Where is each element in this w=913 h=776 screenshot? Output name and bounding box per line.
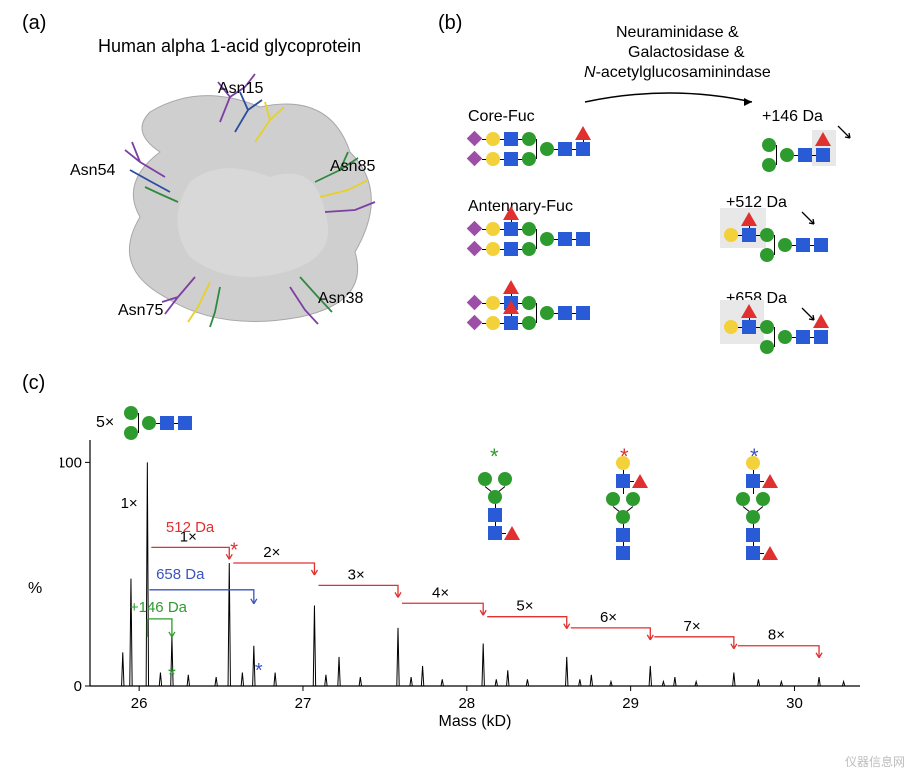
enzymes-line2: Galactosidase & <box>628 44 745 62</box>
svg-text:27: 27 <box>295 695 312 712</box>
svg-text:6×: 6× <box>600 609 617 626</box>
asn75-label: Asn75 <box>118 302 163 320</box>
panel-b-label: (b) <box>438 12 462 35</box>
svg-text:Mass (kD): Mass (kD) <box>439 713 512 730</box>
svg-text:7×: 7× <box>684 618 701 635</box>
reaction-arrow <box>580 88 760 112</box>
asn15-label: Asn15 <box>218 80 263 98</box>
svg-text:3×: 3× <box>348 566 365 583</box>
watermark: 仪器信息网 <box>845 753 905 770</box>
svg-text:26: 26 <box>131 695 148 712</box>
svg-text:*: * <box>168 665 176 687</box>
panel-a-label: (a) <box>22 12 46 35</box>
asn38-label: Asn38 <box>318 290 363 308</box>
svg-text:5×: 5× <box>516 598 533 615</box>
core-fuc-label: Core-Fuc <box>468 108 535 126</box>
svg-text:8×: 8× <box>768 627 785 644</box>
glycans-legend-c: *** <box>470 444 850 594</box>
plus146-arrow <box>836 124 854 142</box>
svg-text:29: 29 <box>622 695 639 712</box>
svg-text:100: 100 <box>60 454 82 471</box>
svg-text:28: 28 <box>458 695 475 712</box>
plus512-arrow <box>800 210 818 228</box>
svg-text:2×: 2× <box>263 544 280 561</box>
panel-c-label: (c) <box>22 372 45 395</box>
svg-text:30: 30 <box>786 695 803 712</box>
svg-text:*: * <box>230 539 238 561</box>
antennary-fuc-label: Antennary-Fuc <box>468 198 573 216</box>
enzymes-line3: N-acetylglucosaminindase <box>584 64 771 82</box>
asn85-label: Asn85 <box>330 158 375 176</box>
panel-a-title: Human alpha 1-acid glycoprotein <box>98 36 361 57</box>
svg-text:0: 0 <box>74 678 82 695</box>
enzymes-line1: Neuraminidase & <box>616 24 739 42</box>
plus146-label: +146 Da <box>762 108 823 126</box>
y-axis-label: % <box>28 580 42 598</box>
svg-text:4×: 4× <box>432 584 449 601</box>
svg-text:*: * <box>255 660 263 682</box>
asn54-label: Asn54 <box>70 162 115 180</box>
core-glycan-label: 5× <box>96 400 256 440</box>
